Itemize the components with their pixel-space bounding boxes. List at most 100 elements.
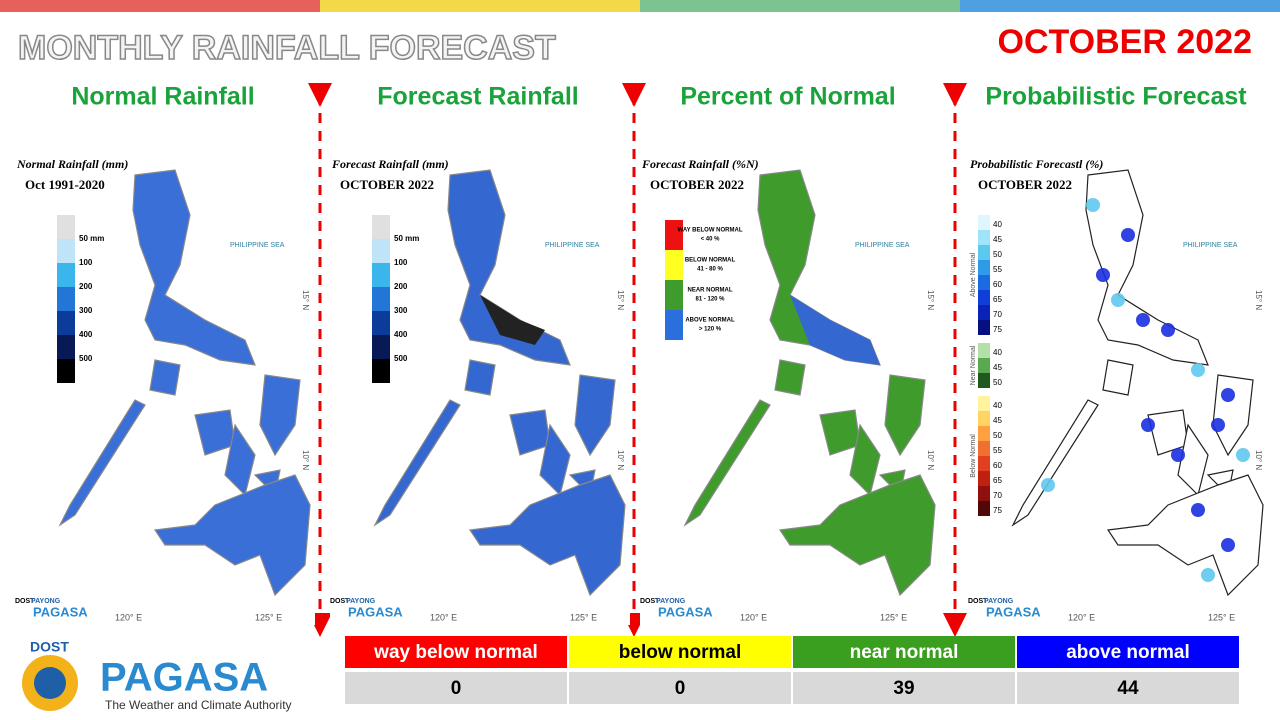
table-cell [345,672,567,704]
legend-swatch [665,220,683,250]
logo-name: PAGASA [100,656,268,700]
legend-group-name: Below Normal [970,434,977,478]
logo-tagline: The Weather and Climate Authority [105,698,292,712]
small-logo-name: PAGASA [33,604,88,619]
sea-label: PHILIPPINE SEA [1183,242,1238,249]
lat-label: 15° N [616,290,625,310]
map-subtitle: Oct 1991-2020 [25,177,105,192]
legend-swatch [665,280,683,310]
legend-label: 200 [79,282,93,291]
legend-label: 400 [394,330,408,339]
legend-label: WAY BELOW NORMAL [677,228,742,234]
map-subtitle: OCTOBER 2022 [978,177,1072,192]
legend-swatch [978,426,990,441]
map-dot [1221,538,1235,552]
legend-group-name: Above Normal [970,252,977,297]
legend-label: 55 [993,446,1002,455]
legend-swatch [372,359,390,383]
legend-swatch [978,305,990,320]
legend-label: 65 [993,476,1002,485]
legend-swatch [978,486,990,501]
legend-label: 500 [79,354,93,363]
table-value: 0 [451,678,462,699]
legend-label: 60 [993,280,1002,289]
legend-range: < 40 % [701,237,721,243]
legend-swatch [978,358,990,373]
legend-label: 500 [394,354,408,363]
small-logo-name: PAGASA [986,604,1041,619]
legend-swatch [57,311,75,335]
legend-label: 100 [79,258,93,267]
legend-swatch [57,263,75,287]
table-value: 44 [1117,678,1139,699]
logo-agency: DOST [30,639,69,655]
table-header: way below normal [373,642,538,663]
table-header: near normal [850,642,959,663]
legend-label: BELOW NORMAL [685,258,736,264]
map-shape [480,295,545,345]
map-title: Probabilistic Forecastl (%) [970,157,1103,171]
map-dot [1121,228,1135,242]
legend-label: 75 [993,506,1002,515]
sea-label: PHILIPPINE SEA [545,242,600,249]
map-dot [1171,448,1185,462]
legend-label: 100 [394,258,408,267]
legend-swatch [665,250,683,280]
panel-title: Normal Rainfall [71,83,254,111]
legend-swatch [978,320,990,335]
legend-swatch [372,287,390,311]
table-header: above normal [1066,642,1190,663]
map: Forecast Rainfall (mm) OCTOBER 2022 PHILIP… [330,125,630,625]
legend-swatch [372,263,390,287]
legend-label: 60 [993,461,1002,470]
small-logo-agency: DOST [640,598,660,605]
legend-swatch [978,456,990,471]
map-dot [1136,313,1150,327]
legend-label: ABOVE NORMAL [685,318,735,324]
table-cell [793,672,1015,704]
lon-label: 120° E [740,612,767,622]
map-shape [790,295,880,365]
legend-range: > 120 % [699,327,722,333]
legend-label: 200 [394,282,408,291]
table-header: below normal [619,642,741,663]
legend-swatch [978,275,990,290]
map-dot [1086,198,1100,212]
legend-swatch [57,239,75,263]
small-logo-agency: DOST [15,598,35,605]
map-title: Forecast Rainfall (mm) [331,157,449,171]
lat-label: 15° N [301,290,310,310]
lat-label: 15° N [1254,290,1263,310]
legend-swatch [978,501,990,516]
lon-label: 125° E [570,612,597,622]
logo-mark [34,667,66,699]
legend-label: NEAR NORMAL [688,288,733,294]
legend-swatch [57,359,75,383]
top-bar [640,0,960,12]
legend-swatch [372,311,390,335]
legend-label: 50 mm [79,234,104,243]
legend-label: 400 [79,330,93,339]
legend-range: 81 - 120 % [695,297,725,303]
legend-swatch [372,239,390,263]
month: OCTOBER 2022 [998,23,1252,61]
top-bar [320,0,640,12]
legend-label: 40 [993,348,1002,357]
lat-label: 10° N [926,450,935,470]
map: Probabilistic Forecastl (%) OCTOBER 2022 P… [968,125,1268,625]
top-bar [0,0,320,12]
lat-label: 10° N [616,450,625,470]
legend-swatch [978,396,990,411]
lon-label: 125° E [1208,612,1235,622]
legend-label: 50 [993,378,1002,387]
lon-label: 120° E [115,612,142,622]
legend-swatch [978,230,990,245]
legend-swatch [665,310,683,340]
legend-label: 45 [993,363,1002,372]
lon-label: 120° E [430,612,457,622]
table-value: 0 [675,678,686,699]
map: Forecast Rainfall (%N) OCTOBER 2022 PHILIP… [640,125,940,625]
